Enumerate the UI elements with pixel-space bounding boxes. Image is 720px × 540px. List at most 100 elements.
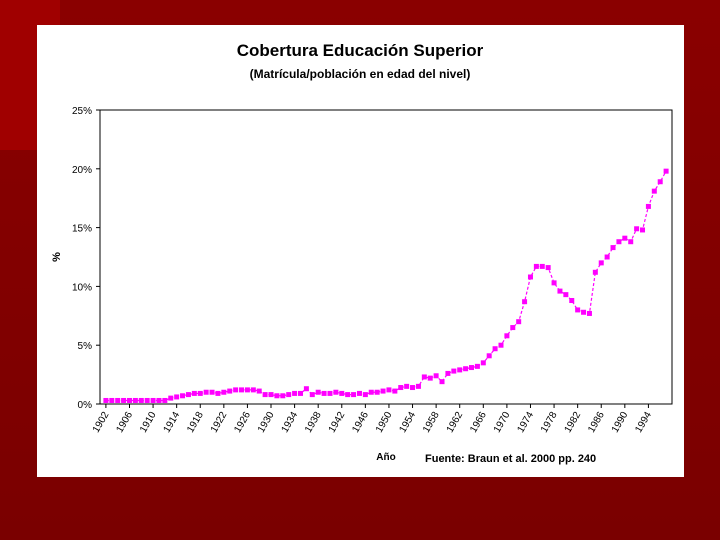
x-tick-label: 1938 — [303, 410, 324, 435]
data-point — [109, 397, 115, 403]
data-point — [174, 394, 180, 400]
x-tick-label: 1922 — [209, 410, 230, 435]
x-tick-label: 1926 — [232, 410, 253, 435]
x-tick-label: 1910 — [138, 410, 159, 435]
data-point — [628, 239, 634, 245]
data-point — [498, 342, 504, 348]
x-tick-label: 1986 — [586, 410, 607, 435]
data-point — [592, 269, 598, 275]
data-point — [380, 388, 386, 394]
data-point — [138, 397, 144, 403]
x-axis-label: Año — [376, 452, 395, 463]
data-point — [410, 385, 416, 391]
source-note: Fuente: Braun et al. 2000 pp. 240 — [425, 453, 596, 465]
data-point — [598, 260, 604, 266]
data-point — [150, 397, 156, 403]
data-point — [451, 368, 457, 374]
y-tick-label: 15% — [72, 224, 92, 235]
data-point — [197, 390, 203, 396]
x-tick-label: 1990 — [610, 410, 631, 435]
data-point — [439, 379, 445, 385]
data-point — [345, 392, 351, 398]
data-point — [362, 392, 368, 398]
y-tick-label: 25% — [72, 106, 92, 117]
data-point — [539, 263, 545, 269]
data-point — [256, 388, 262, 394]
data-point — [209, 389, 215, 395]
data-point — [185, 392, 191, 398]
data-point — [469, 365, 475, 371]
x-tick-label: 1962 — [445, 410, 466, 435]
x-tick-label: 1982 — [563, 410, 584, 435]
data-point — [203, 389, 209, 395]
x-tick-label: 1954 — [397, 410, 418, 435]
y-tick-label: 0% — [78, 400, 93, 411]
data-point — [132, 397, 138, 403]
x-tick-label: 1970 — [492, 410, 513, 435]
data-point — [663, 168, 669, 174]
data-point — [351, 392, 357, 398]
data-point — [510, 325, 516, 331]
y-tick-label: 5% — [78, 341, 93, 352]
data-point — [404, 383, 410, 389]
chart-title: Cobertura Educación Superior — [237, 41, 484, 60]
data-point — [457, 367, 463, 373]
x-tick-label: 1914 — [162, 410, 183, 435]
x-tick-label: 1918 — [185, 410, 206, 435]
data-point — [421, 374, 427, 380]
data-point — [645, 203, 651, 209]
data-point — [309, 392, 315, 398]
chart-subtitle: (Matrícula/población en edad del nivel) — [250, 67, 471, 81]
x-tick-label: 1966 — [468, 410, 489, 435]
data-point — [280, 393, 286, 399]
data-point — [103, 397, 109, 403]
data-point — [221, 389, 227, 395]
data-point — [180, 393, 186, 399]
data-point — [563, 292, 569, 298]
data-point — [286, 392, 292, 398]
x-tick-label: 1978 — [539, 410, 560, 435]
data-point — [527, 274, 533, 280]
data-point — [339, 390, 345, 396]
data-point — [622, 235, 628, 241]
x-tick-label: 1946 — [350, 410, 371, 435]
data-point — [522, 299, 528, 305]
data-point — [492, 346, 498, 352]
x-tick-label: 1974 — [515, 410, 536, 435]
data-point — [215, 390, 221, 396]
x-tick-label: 1934 — [280, 410, 301, 435]
data-point — [445, 370, 451, 376]
data-point — [315, 389, 321, 395]
data-point — [504, 333, 510, 339]
x-tick-label: 1902 — [91, 410, 112, 435]
data-point — [392, 388, 398, 394]
data-point — [545, 265, 551, 271]
data-point — [486, 353, 492, 359]
data-point — [557, 288, 563, 294]
data-point — [433, 373, 439, 379]
data-point — [162, 397, 168, 403]
data-point — [297, 390, 303, 396]
series-line — [105, 170, 667, 402]
data-point — [368, 389, 374, 395]
data-point — [616, 239, 622, 245]
data-point — [268, 392, 274, 398]
data-point — [115, 397, 121, 403]
data-point — [551, 280, 557, 286]
x-tick-label: 1958 — [421, 410, 442, 435]
data-point — [586, 310, 592, 316]
data-point — [569, 298, 575, 304]
data-point — [463, 366, 469, 372]
data-point — [303, 386, 309, 392]
data-point — [250, 387, 256, 393]
data-point — [604, 254, 610, 260]
data-point — [657, 179, 663, 185]
data-point — [415, 383, 421, 389]
data-point — [292, 390, 298, 396]
data-point — [474, 363, 480, 369]
data-point — [239, 387, 245, 393]
x-tick-label: 1906 — [114, 410, 135, 435]
y-tick-label: 10% — [72, 282, 92, 293]
